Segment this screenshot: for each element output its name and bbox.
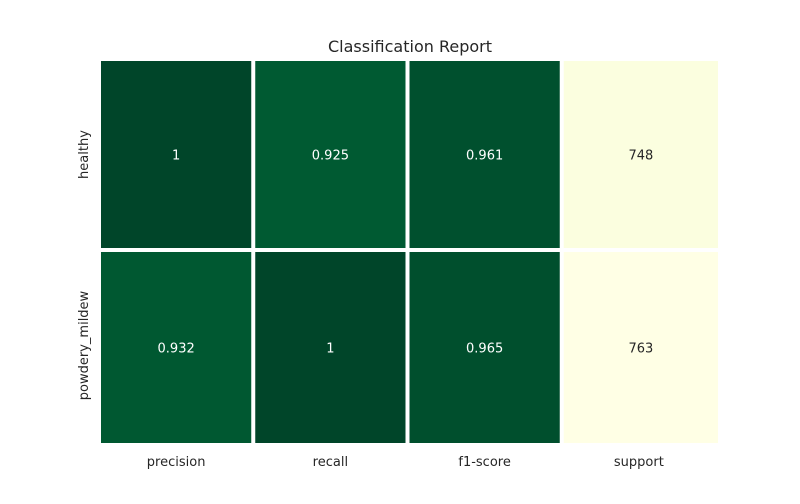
cell-label-healthy-precision: 1 xyxy=(172,149,180,164)
chart-title: Classification Report xyxy=(328,37,492,56)
y-tick-label-powdery_mildew: powdery_mildew xyxy=(77,290,92,400)
heatmap-cell-healthy-support xyxy=(563,61,718,248)
heatmap-cell-powdery_mildew-f1-score xyxy=(409,252,560,443)
cell-label-powdery_mildew-f1-score: 0.965 xyxy=(466,342,503,357)
heatmap-cell-powdery_mildew-precision xyxy=(101,252,252,443)
heatmap-cell-healthy-f1-score xyxy=(409,61,560,248)
heatmap-cell-powdery_mildew-support xyxy=(563,252,718,443)
x-tick-label-f1-score: f1-score xyxy=(458,455,510,470)
x-tick-label-support: support xyxy=(614,455,664,470)
cell-label-powdery_mildew-precision: 0.932 xyxy=(158,342,195,357)
heatmap-cell-powdery_mildew-recall xyxy=(255,252,406,443)
x-tick-label-precision: precision xyxy=(147,455,206,470)
y-tick-label-healthy: healthy xyxy=(77,130,92,179)
y-tick-labels: healthy powdery_mildew xyxy=(77,130,92,400)
x-tick-label-recall: recall xyxy=(313,455,348,470)
heatmap-cell-healthy-precision xyxy=(101,61,252,248)
cell-label-healthy-f1-score: 0.961 xyxy=(466,149,503,164)
heatmap-cell-healthy-recall xyxy=(255,61,406,248)
cells-layer: 1 0.925 0.961 748 0.932 1 0.965 763 xyxy=(101,61,718,443)
cell-label-healthy-recall: 0.925 xyxy=(312,149,349,164)
x-tick-labels: precision recall f1-score support xyxy=(147,455,664,470)
cell-label-powdery_mildew-recall: 1 xyxy=(326,342,334,357)
cell-label-powdery_mildew-support: 763 xyxy=(628,342,653,357)
cell-label-healthy-support: 748 xyxy=(628,149,653,164)
